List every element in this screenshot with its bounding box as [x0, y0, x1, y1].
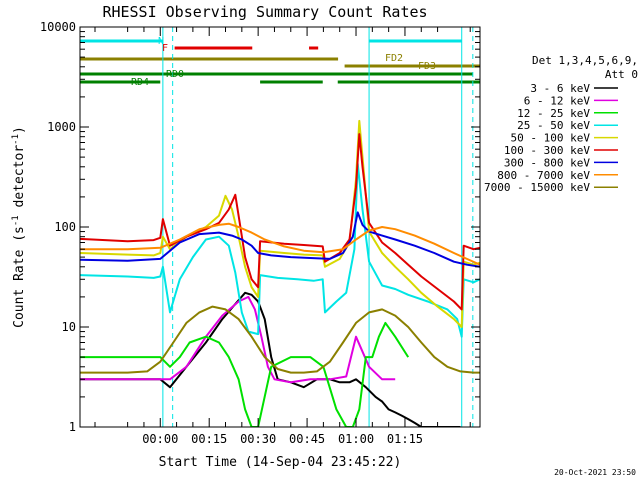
y-axis: 1 10 100 1000 10000 — [40, 20, 480, 434]
flag-label: N — [158, 36, 164, 47]
x-axis-label: Start Time (14-Sep-04 23:45:22) — [159, 455, 402, 470]
flag-label: FD3 — [418, 61, 436, 72]
y-axis-label: Count Rate (s-1 detector-1) — [11, 126, 27, 328]
legend-label: 50 - 100 keV — [511, 132, 591, 145]
legend-header-line1: Det 1,3,4,5,6,9, — [532, 54, 638, 67]
x-tick-label: 00:15 — [191, 432, 227, 446]
legend-label: 300 - 800 keV — [504, 156, 590, 169]
series-line — [80, 321, 410, 427]
attenuator-flag-bars — [80, 39, 480, 84]
x-axis: 00:00 00:15 00:30 00:45 01:00 01:15 — [94, 27, 471, 446]
series-line — [80, 305, 480, 374]
flag-label: FD2 — [385, 53, 403, 64]
x-tick-label: 01:15 — [387, 432, 423, 446]
legend-label: 800 - 7000 keV — [497, 169, 590, 182]
y-tick-label: 100 — [54, 220, 76, 234]
legend-header-line2: Att 0 — [605, 68, 638, 81]
flag-label: RD0 — [166, 69, 184, 80]
x-tick-label: 00:45 — [289, 432, 325, 446]
y-tick-label: 1000 — [47, 120, 76, 134]
legend-label: 6 - 12 keV — [524, 94, 591, 107]
flag-labels: NF FD2 FD3 RD0 RD4 — [131, 36, 436, 88]
x-tick-label: 00:30 — [240, 432, 276, 446]
y-tick-label: 10000 — [40, 20, 76, 34]
y-tick-label: 10 — [62, 320, 76, 334]
x-tick-label: 01:00 — [338, 432, 374, 446]
flag-label: RD4 — [131, 77, 149, 88]
flag-label: F — [162, 43, 168, 54]
legend-label: 25 - 50 keV — [517, 119, 590, 132]
series-line — [80, 222, 480, 266]
legend-label: 100 - 300 keV — [504, 144, 590, 157]
series-line — [80, 211, 480, 268]
x-tick-label: 00:00 — [142, 432, 178, 446]
timestamp: 20-Oct-2021 23:50 — [554, 468, 636, 477]
series-line — [80, 162, 480, 338]
legend-label: 12 - 25 keV — [517, 107, 590, 120]
legend-label: 3 - 6 keV — [530, 82, 590, 95]
series-line — [80, 295, 396, 384]
y-tick-label: 1 — [69, 420, 76, 434]
chart-title: RHESSI Observing Summary Count Rates — [102, 3, 427, 21]
series-lines — [80, 119, 480, 427]
legend-label: 7000 - 15000 keV — [484, 181, 590, 194]
